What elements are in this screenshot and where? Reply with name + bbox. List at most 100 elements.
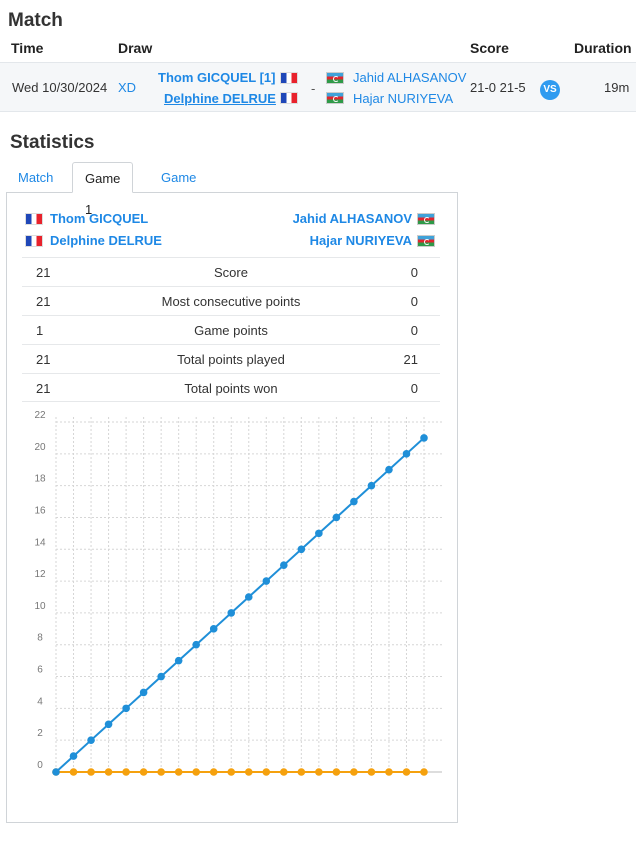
- stat-row: 21 Score 0: [22, 257, 440, 286]
- data-point: [402, 450, 411, 458]
- data-point: [192, 768, 200, 776]
- match-time: Wed 10/30/2024: [12, 80, 108, 95]
- data-point: [280, 561, 288, 569]
- france-flag-icon: [280, 72, 298, 84]
- y-tick-label: 22: [34, 410, 46, 421]
- data-point: [87, 768, 95, 776]
- tab-game-1[interactable]: Game 1: [72, 162, 134, 217]
- data-point: [209, 768, 218, 776]
- stat-label: Score: [214, 265, 248, 280]
- data-point: [122, 704, 130, 713]
- france-flag-icon: [25, 213, 43, 225]
- data-point: [69, 768, 78, 776]
- stat-right-value: 21: [403, 352, 418, 367]
- stat-label: Most consecutive points: [161, 294, 301, 309]
- data-point: [367, 481, 376, 490]
- y-tick-label: 20: [34, 442, 46, 453]
- stat-left-value: 21: [36, 352, 51, 367]
- data-point: [139, 768, 148, 776]
- y-tick-label: 4: [37, 696, 43, 707]
- match-score: 21-0 21-5: [470, 80, 526, 95]
- data-point: [332, 513, 341, 522]
- stat-left-value: 21: [36, 265, 51, 280]
- data-point: [420, 434, 428, 442]
- data-point: [192, 640, 200, 649]
- data-point: [244, 768, 253, 776]
- y-tick-label: 0: [37, 760, 43, 771]
- france-flag-icon: [280, 92, 298, 104]
- azerbaijan-flag-icon: [417, 235, 435, 247]
- azerbaijan-flag-icon: [417, 213, 435, 225]
- tab-game-2[interactable]: Game 2: [161, 170, 197, 216]
- match-table-header: Time Draw Score Duration: [0, 38, 644, 60]
- player-link[interactable]: Jahid ALHASANOV: [353, 70, 467, 85]
- stat-label: Game points: [194, 323, 268, 338]
- data-point: [297, 545, 306, 554]
- player-link[interactable]: Delphine DELRUE: [164, 91, 276, 106]
- header-time: Time: [11, 40, 44, 56]
- data-point: [157, 768, 165, 776]
- statistics-panel: [6, 192, 458, 823]
- y-tick-label: 2: [37, 728, 43, 739]
- stat-label: Total points won: [184, 381, 278, 396]
- data-point: [104, 720, 113, 729]
- team-separator: -: [311, 81, 316, 96]
- stat-right-value: 0: [410, 381, 418, 396]
- y-tick-label: 16: [34, 505, 46, 516]
- stat-left-value: 21: [36, 381, 51, 396]
- data-point: [402, 768, 411, 776]
- stat-row: 1 Game points 0: [22, 315, 440, 344]
- header-score: Score: [470, 40, 509, 56]
- data-point: [122, 768, 130, 776]
- match-duration: 19m: [604, 80, 630, 95]
- team2-player-link[interactable]: Hajar NURIYEVA: [309, 233, 412, 248]
- data-point: [385, 768, 393, 776]
- data-point: [420, 768, 428, 776]
- stat-left-value: 21: [36, 294, 51, 309]
- data-point: [139, 688, 148, 697]
- data-point: [87, 736, 95, 744]
- data-point: [209, 625, 218, 633]
- data-point: [350, 497, 358, 506]
- y-tick-label: 18: [34, 474, 46, 485]
- tab-match[interactable]: Match: [18, 170, 54, 185]
- stat-right-value: 0: [410, 265, 418, 280]
- statistics-heading: Statistics: [10, 132, 95, 153]
- data-point: [262, 577, 271, 585]
- y-tick-label: 12: [34, 569, 46, 580]
- header-duration: Duration: [574, 40, 632, 56]
- event-link[interactable]: XD: [118, 80, 137, 95]
- player-link[interactable]: Thom GICQUEL [1]: [158, 70, 276, 85]
- match-row[interactable]: Wed 10/30/2024 XD Thom GICQUEL [1] Delph…: [0, 62, 636, 112]
- player-link[interactable]: Hajar NURIYEVA: [353, 91, 454, 106]
- team1-player-link[interactable]: Thom GICQUEL: [50, 211, 149, 226]
- data-point: [69, 752, 78, 760]
- data-point: [157, 672, 165, 681]
- match-heading: Match: [8, 10, 63, 31]
- vs-badge-icon[interactable]: VS: [540, 80, 560, 100]
- header-draw: Draw: [118, 40, 153, 56]
- data-point: [262, 768, 271, 776]
- data-point: [104, 768, 113, 776]
- data-point: [227, 609, 236, 617]
- points-progression-chart: 0 2 4 6 8 10 12 14 16 18 20 22: [34, 410, 442, 776]
- stat-right-value: 0: [410, 294, 418, 309]
- y-tick-label: 8: [37, 633, 43, 644]
- y-tick-label: 14: [34, 537, 46, 548]
- data-point: [52, 768, 60, 776]
- team2-player-link[interactable]: Jahid ALHASANOV: [292, 211, 412, 226]
- azerbaijan-flag-icon: [326, 72, 344, 84]
- data-point: [174, 768, 183, 776]
- data-point: [174, 656, 183, 665]
- stat-row: 21 Most consecutive points 0: [22, 286, 440, 315]
- data-point: [244, 593, 253, 601]
- data-point: [315, 768, 323, 776]
- y-tick-label: 6: [37, 665, 43, 676]
- data-point: [385, 465, 393, 474]
- team1-player-link[interactable]: Delphine DELRUE: [50, 233, 162, 248]
- stat-row: 21 Total points played 21: [22, 344, 440, 373]
- data-point: [227, 768, 236, 776]
- stat-right-value: 0: [410, 323, 418, 338]
- france-flag-icon: [25, 235, 43, 247]
- stat-left-value: 1: [36, 323, 44, 338]
